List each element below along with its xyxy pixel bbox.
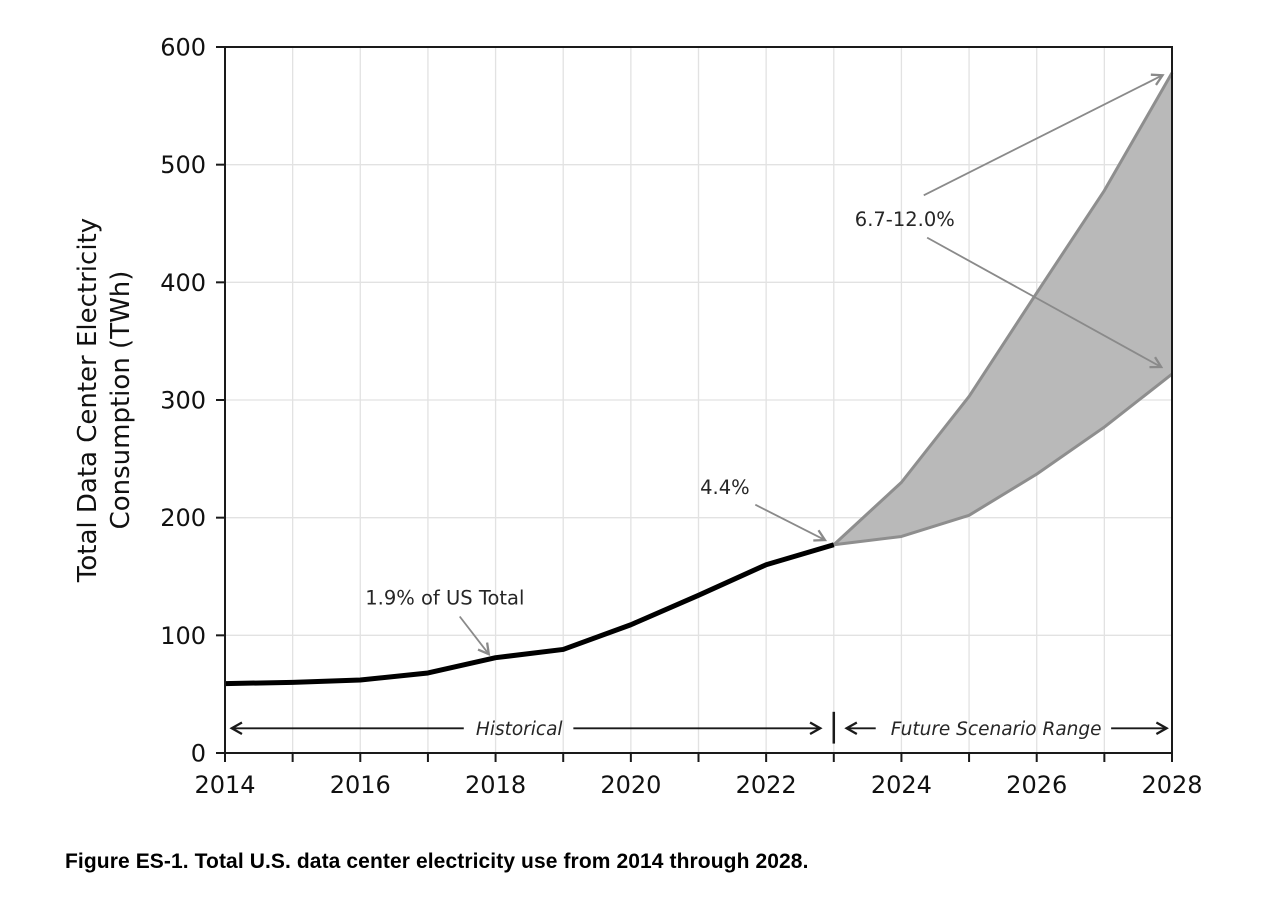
scenario-band bbox=[832, 72, 1174, 547]
y-tick-label: 600 bbox=[160, 34, 206, 62]
x-tick-label: 2026 bbox=[1006, 771, 1067, 799]
y-tick-label: 200 bbox=[160, 504, 206, 532]
y-tick-label: 400 bbox=[160, 269, 206, 297]
annotation-2: 4.4% bbox=[700, 476, 828, 542]
axes bbox=[216, 46, 1173, 762]
chart: 2014 2016 2018 2020 2022 2024 2026 2028 0 100 200 3… bbox=[73, 34, 1203, 800]
annotation-text: 4.4% bbox=[700, 476, 750, 499]
span-label-2: Future Scenario Range bbox=[844, 719, 1169, 740]
span-label-text: Historical bbox=[476, 719, 564, 740]
x-tick-label: 2022 bbox=[736, 771, 797, 799]
y-tick-label: 300 bbox=[160, 387, 206, 415]
y-tick-label: 100 bbox=[160, 622, 206, 650]
x-tick-label: 2024 bbox=[871, 771, 932, 799]
band-upper-edge bbox=[832, 72, 1174, 546]
x-tick-label: 2028 bbox=[1141, 771, 1202, 799]
annotation-3: 6.7-12.0% bbox=[855, 73, 1165, 369]
annotation-text: 6.7-12.0% bbox=[855, 208, 955, 231]
band-lower-edge bbox=[833, 372, 1173, 547]
x-tick-label: 2016 bbox=[330, 771, 391, 799]
y-tick-labels: 0 100 200 300 400 500 600 bbox=[160, 34, 206, 768]
annotation-arrow bbox=[923, 73, 1165, 197]
annotation-text: 1.9% of US Total bbox=[365, 587, 524, 610]
historical-line bbox=[224, 542, 835, 687]
y-axis-title: Total Data Center Electricity Consumption… bbox=[73, 218, 136, 583]
y-tick-label: 500 bbox=[160, 151, 206, 179]
annotation-arrow bbox=[926, 236, 1164, 369]
annotation-arrow bbox=[459, 615, 491, 657]
x-tick-label: 2020 bbox=[600, 771, 661, 799]
x-tick-label: 2014 bbox=[194, 771, 255, 799]
historical-series bbox=[224, 542, 835, 687]
x-tick-label: 2018 bbox=[465, 771, 526, 799]
span-label-1: Historical bbox=[229, 719, 823, 740]
x-tick-labels: 2014 2016 2018 2020 2022 2024 2026 2028 bbox=[194, 771, 1202, 799]
annotation-1: 1.9% of US Total bbox=[365, 587, 524, 657]
annotation-arrow bbox=[754, 503, 828, 542]
span-label-text: Future Scenario Range bbox=[891, 719, 1102, 740]
figure-caption: Figure ES-1. Total U.S. data center elec… bbox=[65, 850, 809, 873]
y-tick-label: 0 bbox=[191, 740, 206, 768]
